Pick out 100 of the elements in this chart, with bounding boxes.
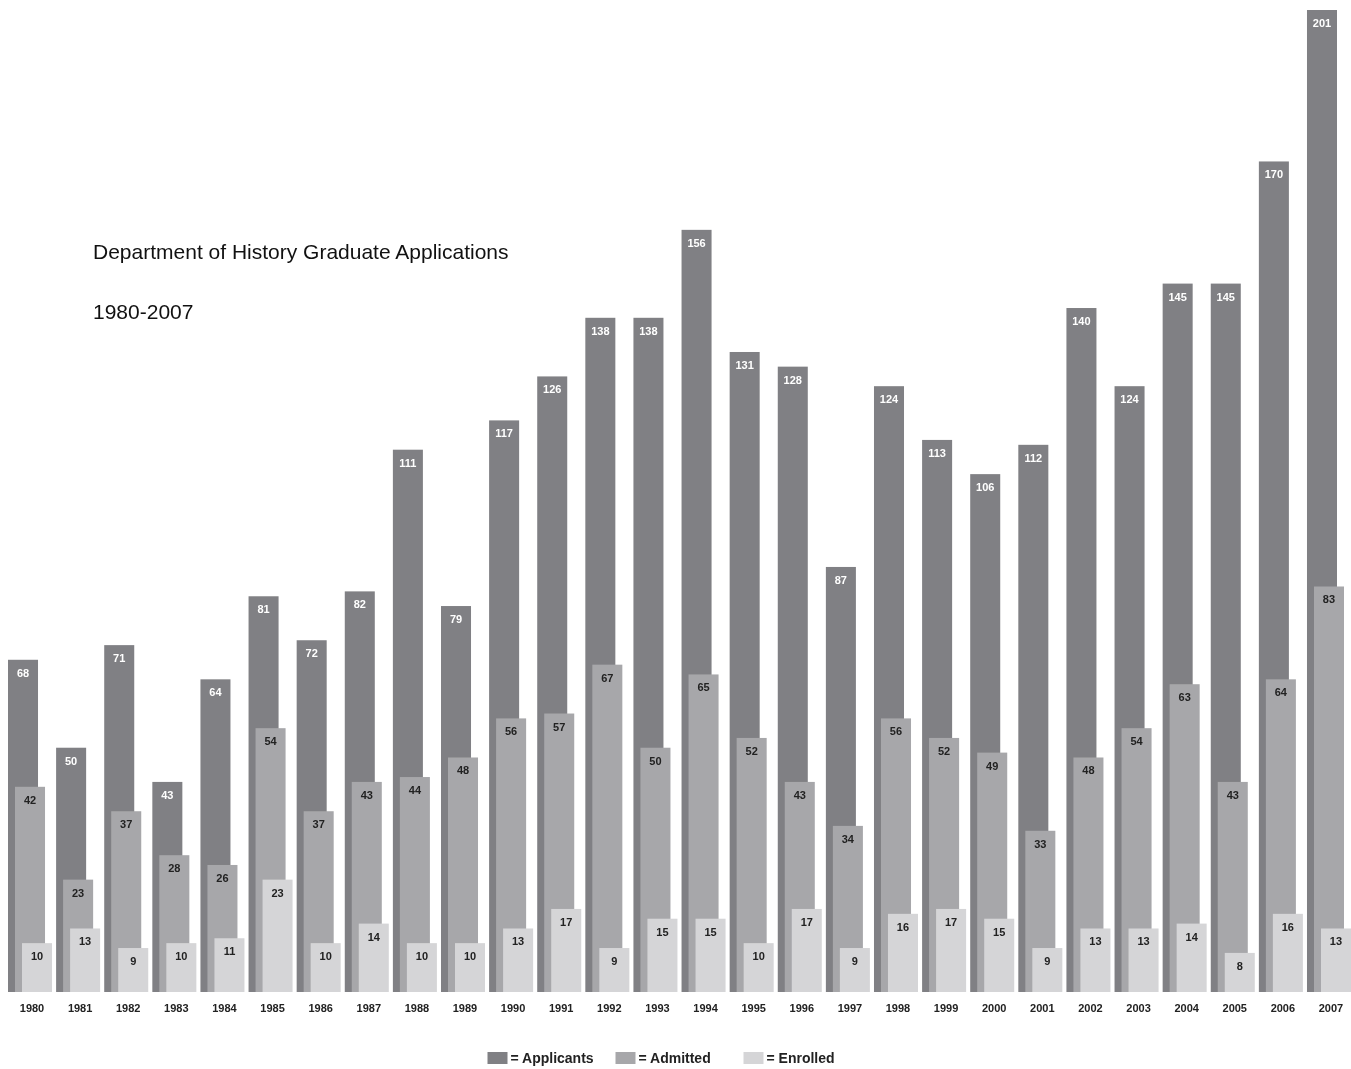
x-tick-label: 1980 xyxy=(19,1002,45,1014)
x-tick-label: 1983 xyxy=(164,1002,189,1014)
bar xyxy=(1224,952,1255,992)
bar xyxy=(503,928,534,992)
data-label: 138 xyxy=(639,324,658,337)
data-label: 17 xyxy=(944,915,958,928)
data-label: 65 xyxy=(697,681,710,694)
text: Department of History Graduate Applications xyxy=(93,240,509,263)
data-label: 37 xyxy=(312,818,325,831)
data-label: 9 xyxy=(130,955,137,968)
data-label: 8 xyxy=(1236,959,1243,972)
data-label: 111 xyxy=(399,456,417,469)
data-label: 124 xyxy=(1120,393,1140,406)
x-tick-label: 1982 xyxy=(115,1002,141,1014)
data-label: 64 xyxy=(1274,686,1288,699)
data-label: 131 xyxy=(735,358,754,371)
data-label: 138 xyxy=(591,324,610,337)
data-label: 9 xyxy=(611,955,618,968)
text: 1980-2007 xyxy=(93,300,194,323)
bar xyxy=(166,943,197,992)
x-tick-label: 1988 xyxy=(404,1002,430,1014)
bar xyxy=(262,879,293,992)
x-tick-label: 1985 xyxy=(260,1002,285,1014)
data-label: 10 xyxy=(30,950,44,963)
data-label: 124 xyxy=(879,393,900,406)
bar xyxy=(936,908,967,992)
bar xyxy=(1032,948,1063,992)
x-tick-label: 1990 xyxy=(500,1002,526,1014)
data-label: 79 xyxy=(449,613,463,626)
data-label: 37 xyxy=(120,818,133,831)
data-label: 44 xyxy=(408,784,422,797)
data-label: 15 xyxy=(656,925,669,938)
x-tick-label: 2001 xyxy=(1030,1002,1055,1014)
data-label: 52 xyxy=(745,744,758,757)
bar xyxy=(310,943,341,992)
data-label: 82 xyxy=(353,598,366,611)
data-label: 23 xyxy=(72,886,85,899)
data-label: 170 xyxy=(1264,168,1284,181)
x-tick-label: 2005 xyxy=(1222,1002,1248,1014)
data-label: 13 xyxy=(511,935,525,948)
x-tick-label: 1995 xyxy=(741,1002,766,1014)
data-label: 10 xyxy=(175,950,188,963)
x-tick-label: 2004 xyxy=(1174,1002,1200,1014)
bar xyxy=(887,913,919,992)
data-label: 43 xyxy=(360,788,373,801)
data-label: 57 xyxy=(553,720,566,733)
data-label: 43 xyxy=(1226,788,1239,801)
data-label: 63 xyxy=(1178,691,1191,704)
data-label: 81 xyxy=(257,603,270,616)
bar xyxy=(743,943,774,992)
x-tick-label: 1989 xyxy=(452,1002,478,1014)
x-tick-label: 1992 xyxy=(597,1002,622,1014)
x-tick-label: 2003 xyxy=(1126,1002,1151,1014)
data-label: 117 xyxy=(495,427,513,440)
data-label: 87 xyxy=(834,573,848,586)
data-label: 201 xyxy=(1312,17,1332,29)
bar xyxy=(1128,928,1159,992)
data-label: 48 xyxy=(1082,764,1095,777)
x-tick-label: 1998 xyxy=(885,1002,911,1014)
data-label: 42 xyxy=(23,793,37,806)
bar xyxy=(1272,913,1303,992)
data-label: 43 xyxy=(161,788,174,801)
data-label: 156 xyxy=(687,236,706,249)
data-label: 112 xyxy=(1024,451,1043,464)
data-label: 52 xyxy=(937,744,951,757)
legend-label: = Enrolled xyxy=(766,1050,835,1066)
data-label: 15 xyxy=(993,925,1006,938)
data-label: 54 xyxy=(1130,735,1144,748)
data-label: 11 xyxy=(223,945,236,958)
bar xyxy=(118,948,149,992)
x-tick-label: 1997 xyxy=(837,1002,863,1014)
data-label: 43 xyxy=(793,788,806,801)
bar xyxy=(406,943,437,992)
data-label: 56 xyxy=(504,725,518,738)
data-label: 15 xyxy=(704,925,717,938)
bar xyxy=(695,918,726,992)
bar xyxy=(1320,928,1351,992)
x-tick-label: 1984 xyxy=(212,1002,238,1014)
data-label: 56 xyxy=(889,725,903,738)
bar xyxy=(214,938,245,992)
x-tick-label: 2006 xyxy=(1270,1002,1296,1014)
x-tick-label: 1994 xyxy=(693,1002,719,1014)
data-label: 71 xyxy=(113,652,126,665)
data-label: 16 xyxy=(896,920,910,933)
legend-label: = Applicants xyxy=(510,1050,594,1066)
data-label: 48 xyxy=(456,764,470,777)
bar xyxy=(358,923,389,992)
x-tick-label: 1993 xyxy=(645,1002,670,1014)
x-tick-label: 1991 xyxy=(548,1002,574,1014)
bar xyxy=(22,943,53,992)
x-tick-label: 2002 xyxy=(1078,1002,1103,1014)
x-tick-label: 1996 xyxy=(789,1002,815,1014)
data-label: 10 xyxy=(415,950,429,963)
bar xyxy=(599,948,630,992)
legend-label: = Admitted xyxy=(638,1050,711,1066)
x-tick-label: 2000 xyxy=(981,1002,1007,1014)
bar xyxy=(984,918,1015,992)
data-label: 50 xyxy=(65,754,78,767)
data-label: 145 xyxy=(1216,290,1235,303)
bar xyxy=(551,908,582,992)
